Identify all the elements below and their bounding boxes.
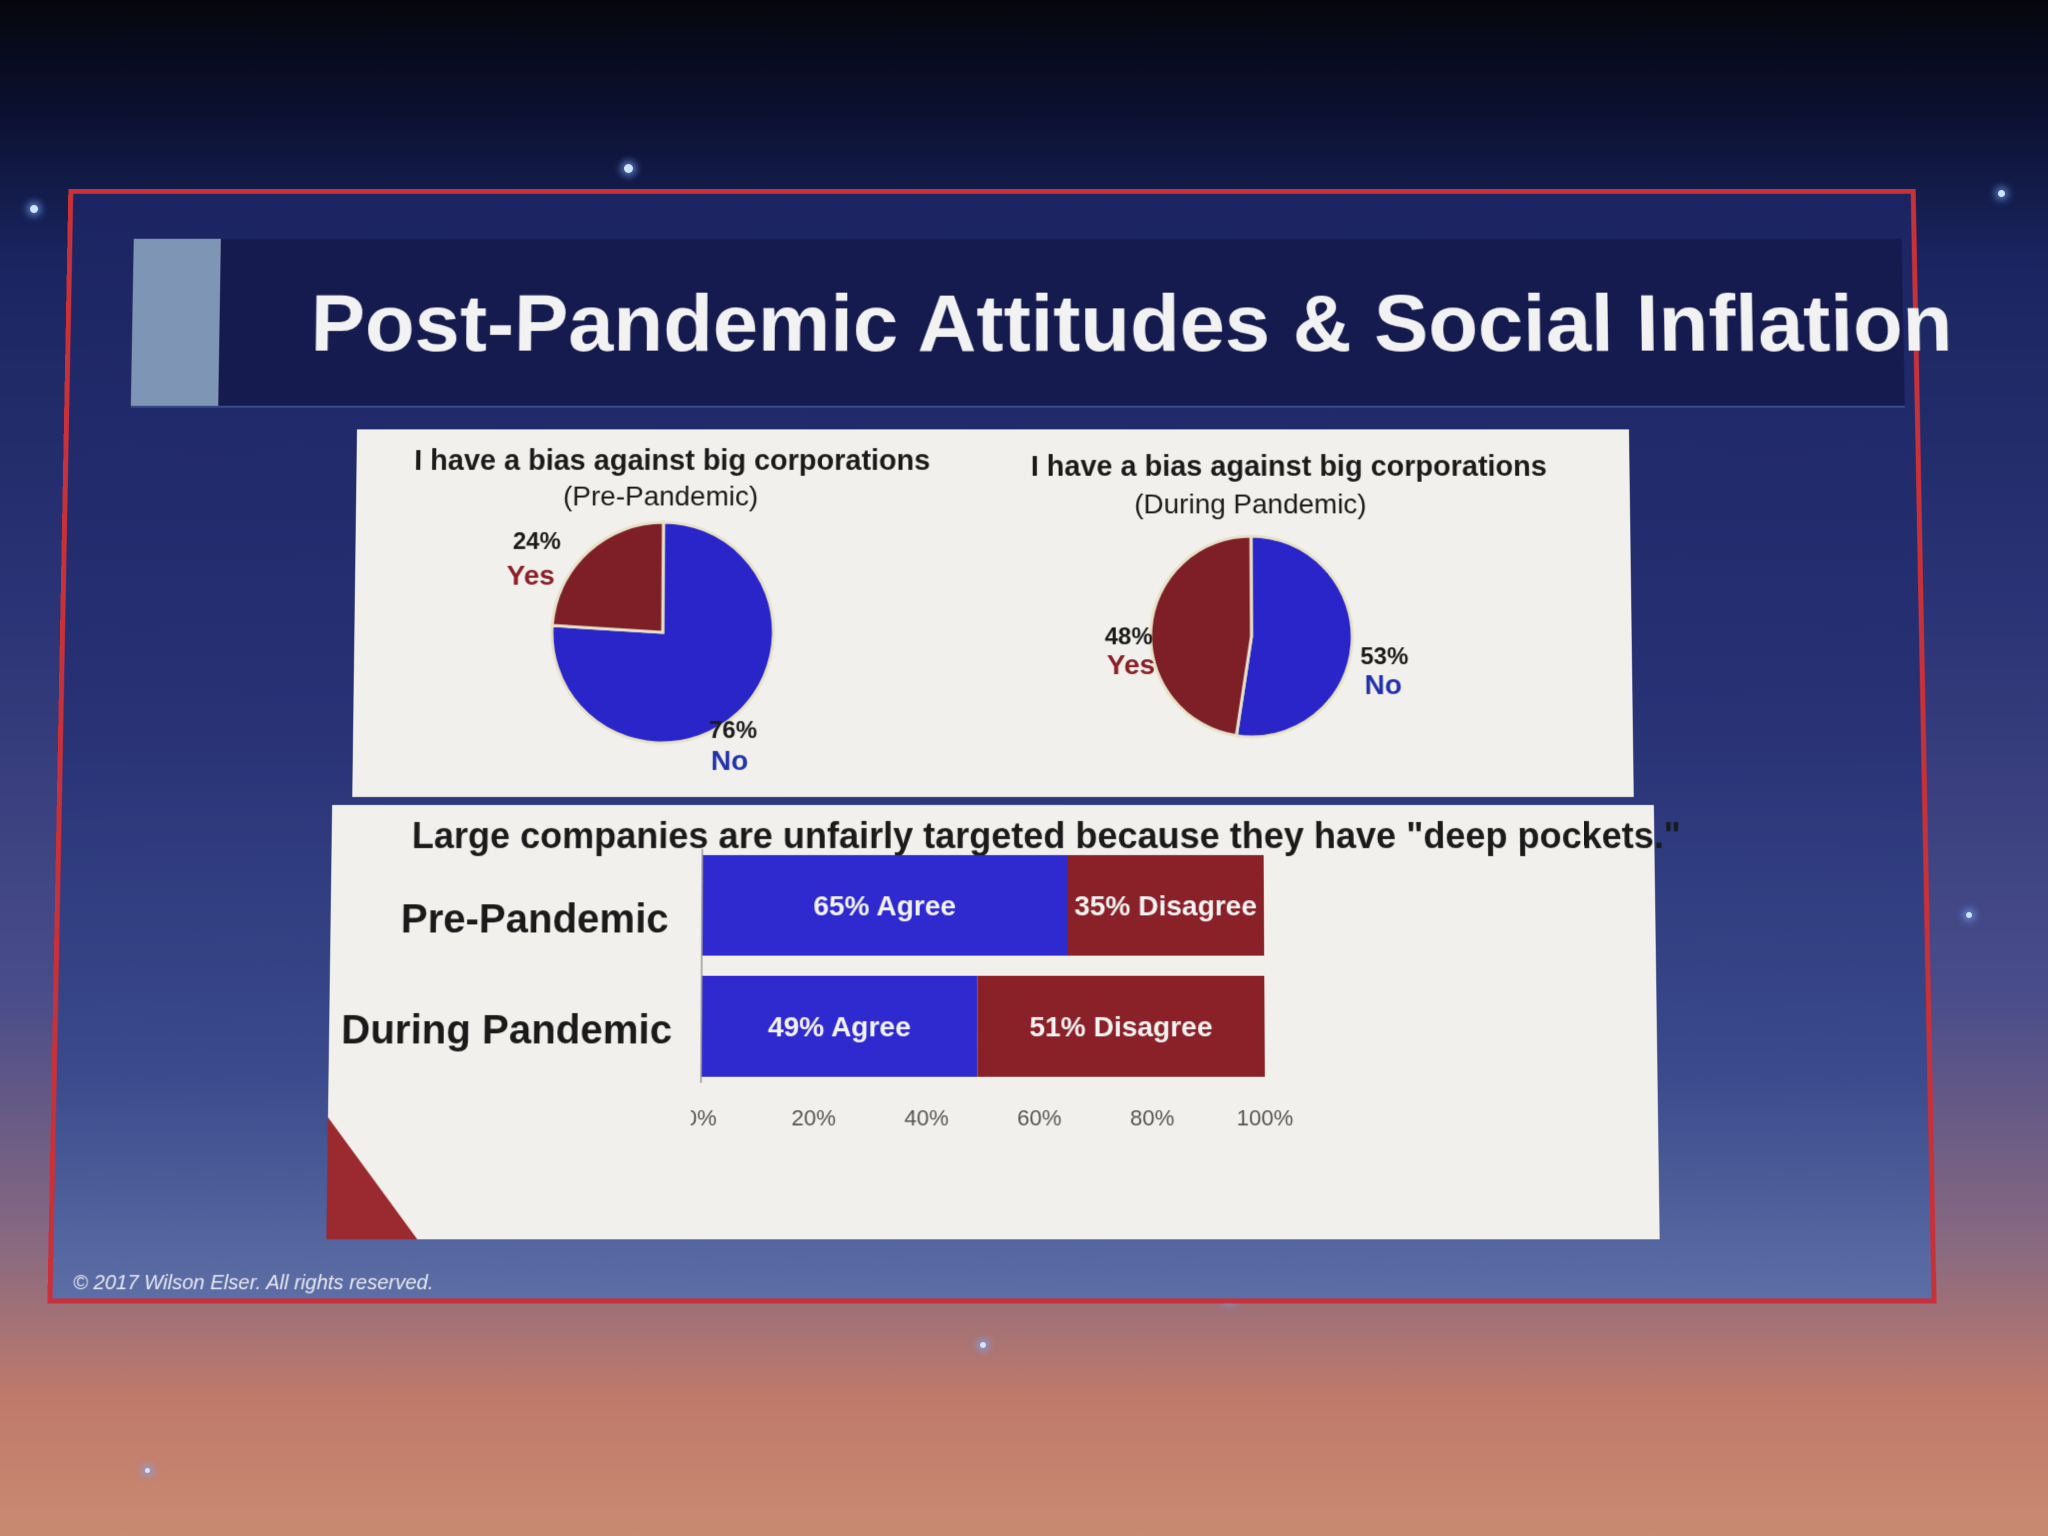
pie2-title: I have a bias against big corporations: [1031, 451, 1547, 484]
x-tick-label: 0%: [691, 1105, 717, 1131]
x-tick-label: 40%: [904, 1105, 948, 1131]
copyright-footer: © 2017 Wilson Elser. All rights reserved…: [73, 1272, 434, 1295]
bar-data-label: 65% Agree: [813, 890, 956, 921]
star: [145, 1468, 150, 1473]
pie1-subtitle: (Pre-Pandemic): [563, 481, 758, 513]
pie2-no-label: No: [1364, 669, 1402, 701]
bar-category-label: During Pandemic: [341, 1008, 672, 1053]
title-bar: Post-Pandemic Attitudes & Social Inflati…: [131, 239, 1905, 408]
presentation-slide: Post-Pandemic Attitudes & Social Inflati…: [47, 189, 1936, 1304]
bar-data-label: 35% Disagree: [1074, 890, 1257, 921]
bar-data-label: 51% Disagree: [1029, 1011, 1212, 1043]
x-tick-label: 20%: [791, 1105, 835, 1131]
pie2-yes-label: Yes: [1107, 649, 1155, 681]
pie1-yes-label: Yes: [506, 560, 554, 592]
bar-category-label: Pre-Pandemic: [401, 897, 669, 942]
pie-slice-no: [1235, 536, 1353, 737]
star: [980, 1342, 986, 1348]
corner-decoration: [326, 1117, 418, 1239]
bar-data-label: 49% Agree: [768, 1011, 911, 1043]
pie1-title: I have a bias against big corporations: [414, 445, 930, 478]
star: [30, 205, 38, 213]
slide-title: Post-Pandemic Attitudes & Social Inflati…: [310, 278, 1953, 370]
pie-slice-yes: [1150, 536, 1252, 736]
pie-slice-yes: [552, 522, 663, 632]
star: [624, 164, 633, 173]
x-tick-label: 100%: [1237, 1105, 1294, 1131]
x-tick-label: 60%: [1017, 1105, 1061, 1131]
x-tick-label: 80%: [1130, 1105, 1174, 1131]
pie1-no-label: No: [711, 745, 749, 777]
star: [1966, 912, 1972, 918]
pie2-yes-value: 48%: [1105, 623, 1153, 651]
pie2-no-value: 53%: [1360, 643, 1408, 671]
pie1-yes-value: 24%: [513, 528, 561, 556]
pie-panel: [352, 429, 1633, 797]
pie2-subtitle: (During Pandemic): [1134, 489, 1366, 521]
star: [1998, 190, 2005, 197]
pie2-chart: [1146, 532, 1357, 741]
title-accent: [131, 239, 221, 406]
pie1-no-value: 76%: [709, 717, 757, 745]
bar-chart: 65% Agree 35% Disagree 49% Agree 51% Disagr…: [691, 847, 1296, 1150]
pie1-chart: [547, 518, 778, 747]
